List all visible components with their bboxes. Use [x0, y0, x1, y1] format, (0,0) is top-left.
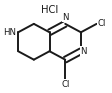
Text: N: N	[81, 47, 87, 56]
Text: HCl: HCl	[41, 5, 58, 15]
Text: N: N	[62, 13, 68, 22]
Text: Cl: Cl	[61, 80, 69, 89]
Text: Cl: Cl	[98, 19, 106, 28]
Text: HN: HN	[3, 28, 16, 37]
